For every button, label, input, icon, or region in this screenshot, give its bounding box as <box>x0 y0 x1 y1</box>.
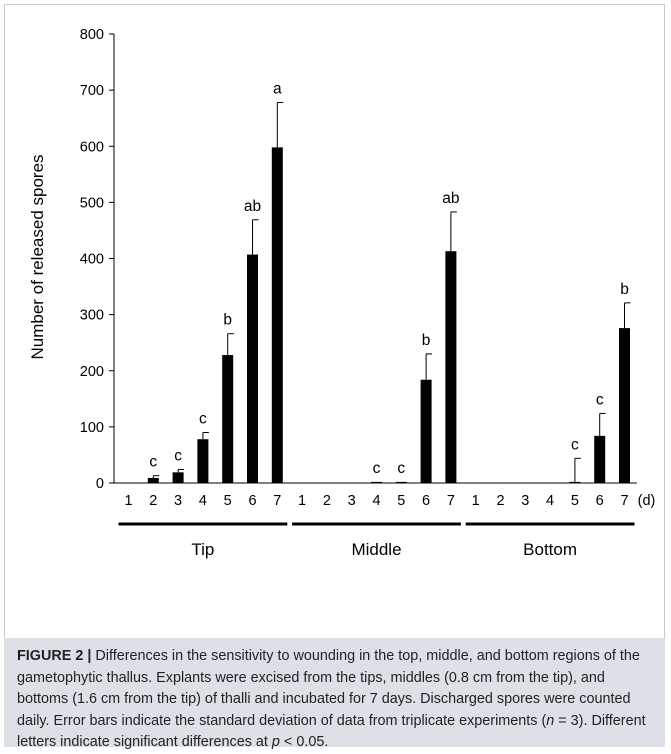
significance-letter: c <box>373 460 381 477</box>
figure-caption: FIGURE 2 | Differences in the sensitivit… <box>4 638 665 750</box>
x-tick-label: 6 <box>596 493 604 509</box>
group-label: Bottom <box>523 540 577 559</box>
group-label: Middle <box>351 540 401 559</box>
bar <box>197 439 209 483</box>
significance-letter: b <box>422 332 431 349</box>
x-tick-label: 5 <box>224 493 232 509</box>
y-tick-label: 0 <box>96 476 104 492</box>
significance-letter: c <box>149 454 157 471</box>
y-tick-label: 600 <box>80 139 104 155</box>
y-axis-label: Number of released spores <box>28 154 47 359</box>
significance-letter: ab <box>244 198 261 215</box>
y-tick-label: 300 <box>80 308 104 324</box>
x-tick-label: 1 <box>472 493 480 509</box>
x-tick-label: 5 <box>397 493 405 509</box>
bar <box>445 251 457 483</box>
x-tick-label: 7 <box>620 493 628 509</box>
x-tick-label: 7 <box>273 493 281 509</box>
x-tick-label: 3 <box>174 493 182 509</box>
bar <box>172 472 184 483</box>
significance-letter: c <box>571 436 579 453</box>
y-tick-label: 200 <box>80 364 104 380</box>
caption-label: FIGURE 2 | <box>17 648 92 664</box>
x-axis: 1 2 3 4 5 6 7 1 2 3 4 5 6 7 1 2 3 4 5 6 7 (d) <box>114 482 656 509</box>
y-axis: 0 100 200 300 400 500 600 700 800 <box>80 27 115 492</box>
y-tick-label: 500 <box>80 195 104 211</box>
bar <box>247 254 258 483</box>
bar <box>420 379 432 483</box>
x-tick-label: 4 <box>372 493 380 509</box>
y-tick-label: 700 <box>80 83 104 99</box>
caption-text-3: < 0.05. <box>279 734 329 750</box>
caption-text-2: = 3). Different letters indicate signifi… <box>17 712 646 751</box>
significance-letter: c <box>596 391 604 408</box>
x-tick-label: 4 <box>199 493 207 509</box>
bar <box>619 328 630 483</box>
x-tick-label: 2 <box>149 493 157 509</box>
bar <box>222 355 234 483</box>
significance-letter: c <box>397 460 405 477</box>
caption-n: n <box>546 712 555 729</box>
x-tick-label: 2 <box>323 493 331 509</box>
bar <box>271 147 283 483</box>
x-tick-label: 2 <box>496 493 504 509</box>
x-tick-label: 5 <box>571 493 579 509</box>
bar-chart: Number of released spores 0 100 200 300 400 5… <box>28 27 656 559</box>
x-unit-label: (d) <box>638 493 656 509</box>
x-tick-label: 7 <box>447 493 455 509</box>
significance-letter: c <box>199 410 207 427</box>
x-tick-label: 6 <box>248 493 256 509</box>
bar <box>395 481 407 483</box>
y-tick-label: 100 <box>80 420 104 436</box>
bar <box>594 435 606 483</box>
significance-letter: a <box>273 80 282 97</box>
group-labels: Tip Middle Bottom <box>118 522 635 559</box>
x-tick-label: 6 <box>422 493 430 509</box>
x-tick-label: 3 <box>348 493 356 509</box>
bar <box>569 481 581 483</box>
caption-text-1: Differences in the sensitivity to woundi… <box>17 648 640 729</box>
y-tick-label: 800 <box>80 27 104 43</box>
x-tick-label: 1 <box>298 493 306 509</box>
x-tick-label: 4 <box>546 493 554 509</box>
significance-letter: b <box>620 281 629 298</box>
bar <box>371 481 382 483</box>
x-tick-label: 1 <box>124 493 132 509</box>
x-tick-label: 3 <box>521 493 529 509</box>
significance-letter: ab <box>442 190 459 207</box>
caption-p: p <box>271 734 280 750</box>
y-tick-label: 400 <box>80 252 104 268</box>
group-label: Tip <box>191 540 214 559</box>
significance-letter: b <box>223 312 232 329</box>
significance-letter: c <box>174 448 182 465</box>
bar <box>147 477 159 483</box>
